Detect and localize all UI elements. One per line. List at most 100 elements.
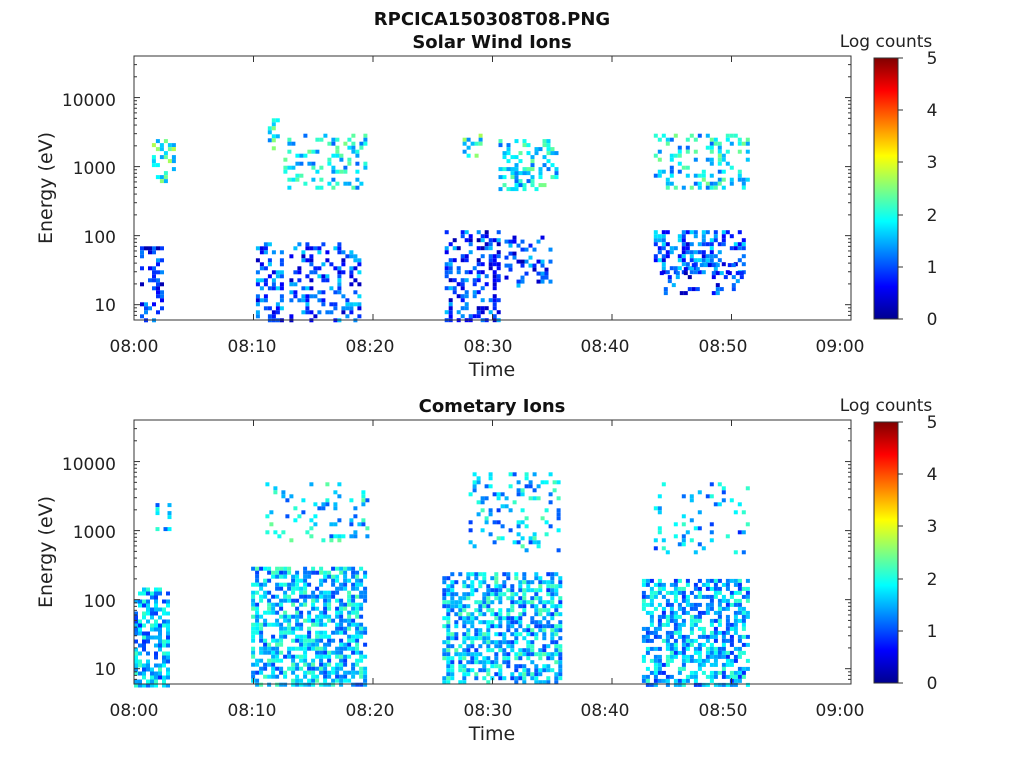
heatmap-cell xyxy=(538,628,543,633)
heatmap-cell xyxy=(478,580,483,585)
heatmap-cell xyxy=(454,648,459,653)
heatmap-cell xyxy=(138,651,142,656)
heatmap-cell xyxy=(148,306,152,311)
heatmap-cell xyxy=(689,538,694,543)
heatmap-cell xyxy=(283,594,288,599)
heatmap-cell xyxy=(162,651,166,656)
heatmap-cell xyxy=(271,594,276,599)
heatmap-cell xyxy=(729,181,734,186)
heatmap-cell xyxy=(741,242,746,247)
heatmap-cell xyxy=(255,662,260,667)
heatmap-cell xyxy=(309,254,314,259)
heatmap-cell xyxy=(510,187,515,192)
heatmap-cell xyxy=(558,664,563,669)
heatmap-cell xyxy=(142,587,146,592)
heatmap-cell xyxy=(331,169,336,174)
heatmap-cell xyxy=(454,624,459,629)
heatmap-cell xyxy=(154,611,158,616)
heatmap-cell xyxy=(156,310,160,315)
heatmap-cell xyxy=(709,242,714,247)
heatmap-cell xyxy=(351,638,356,643)
heatmap-cell xyxy=(745,594,750,599)
heatmap-cell xyxy=(665,242,670,247)
heatmap-cell xyxy=(291,586,296,591)
heatmap-cell xyxy=(275,586,280,591)
heatmap-cell xyxy=(711,271,716,276)
heatmap-cell xyxy=(263,266,268,271)
heatmap-cell xyxy=(167,147,172,152)
heatmap-cell xyxy=(701,173,706,178)
heatmap-cell xyxy=(494,652,499,657)
heatmap-cell xyxy=(645,578,650,583)
heatmap-cell xyxy=(307,666,312,671)
heatmap-cell xyxy=(661,662,666,667)
heatmap-cell xyxy=(661,670,666,675)
heatmap-cell xyxy=(532,532,537,537)
heatmap-cell xyxy=(649,670,654,675)
heatmap-cell xyxy=(554,151,559,156)
heatmap-cell xyxy=(685,646,690,651)
heatmap-cell xyxy=(299,658,304,663)
heatmap-cell xyxy=(510,616,515,621)
heatmap-cell xyxy=(325,250,330,255)
heatmap-cell xyxy=(160,306,164,311)
heatmap-cell xyxy=(486,660,491,665)
heatmap-cell xyxy=(341,310,346,315)
heatmap-cell xyxy=(737,246,742,251)
heatmap-cell xyxy=(550,668,555,673)
heatmap-cell xyxy=(733,246,738,251)
heatmap-cell xyxy=(717,578,722,583)
heatmap-cell xyxy=(458,652,463,657)
heatmap-cell xyxy=(470,572,475,577)
heatmap-cell xyxy=(552,488,557,493)
heatmap-cell xyxy=(450,572,455,577)
heatmap-cell xyxy=(351,582,356,587)
heatmap-cell xyxy=(492,306,497,311)
heatmap-cell xyxy=(464,238,469,243)
heatmap-cell xyxy=(259,622,264,627)
heatmap-cell xyxy=(713,586,718,591)
heatmap-cell xyxy=(522,580,527,585)
heatmap-cell xyxy=(681,522,686,527)
heatmap-cell xyxy=(673,678,678,683)
heatmap-cell xyxy=(542,143,547,148)
heatmap-cell xyxy=(490,648,495,653)
heatmap-cell xyxy=(741,586,746,591)
heatmap-cell xyxy=(713,254,718,259)
heatmap-cell xyxy=(355,614,360,619)
heatmap-cell xyxy=(546,680,551,685)
heatmap-cell xyxy=(339,566,344,571)
heatmap-cell xyxy=(689,602,694,607)
heatmap-cell xyxy=(323,578,328,583)
heatmap-cell xyxy=(510,632,515,637)
heatmap-cell xyxy=(335,181,340,186)
heatmap-cell xyxy=(134,627,138,632)
heatmap-cell xyxy=(661,638,666,643)
heatmap-cell xyxy=(462,652,467,657)
heatmap-cell xyxy=(299,666,304,671)
heatmap-cell xyxy=(323,678,328,683)
heatmap-cell xyxy=(494,612,499,617)
heatmap-cell xyxy=(534,632,539,637)
heatmap-cell xyxy=(154,651,158,656)
heatmap-cell xyxy=(289,314,294,319)
heatmap-cell xyxy=(448,262,453,267)
heatmap-cell xyxy=(251,646,256,651)
heatmap-cell xyxy=(737,169,742,174)
heatmap-cell xyxy=(454,636,459,641)
heatmap-cell xyxy=(705,674,710,679)
heatmap-cell xyxy=(492,274,497,279)
heatmap-cell xyxy=(275,682,280,687)
heatmap-cell xyxy=(295,626,300,631)
heatmap-cell xyxy=(167,159,172,164)
heatmap-cell xyxy=(542,652,547,657)
heatmap-cell xyxy=(530,640,535,645)
heatmap-cell xyxy=(693,650,698,655)
heatmap-cell xyxy=(446,636,451,641)
heatmap-cell xyxy=(741,610,746,615)
heatmap-cell xyxy=(741,238,746,243)
heatmap-cell xyxy=(677,670,682,675)
heatmap-cell xyxy=(144,310,148,315)
heatmap-cell xyxy=(725,598,730,603)
heatmap-cell xyxy=(299,614,304,619)
